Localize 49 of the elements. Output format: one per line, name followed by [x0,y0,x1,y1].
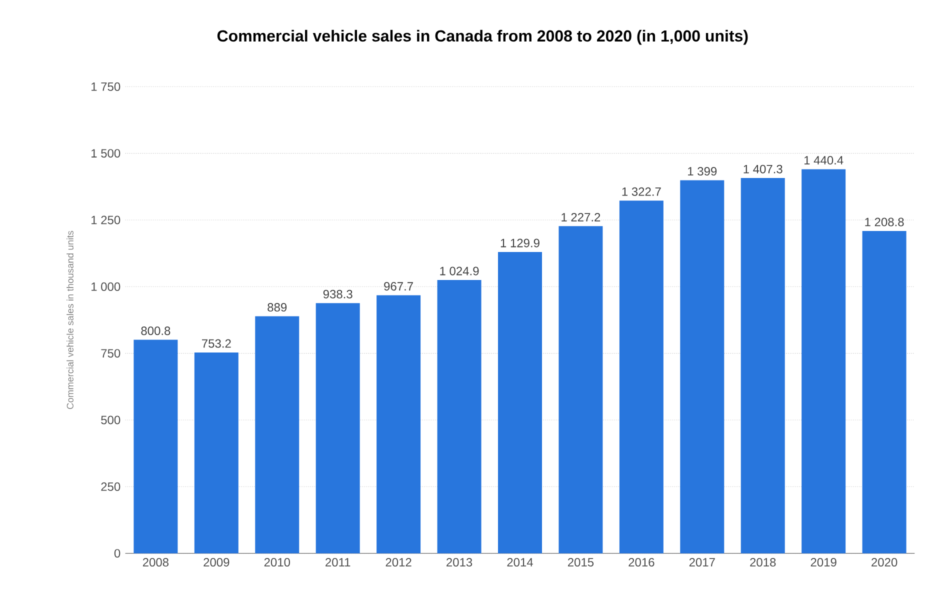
x-tick-label: 2018 [750,558,776,567]
data-label: 1 208.8 [865,218,904,226]
x-tick-label: 2009 [204,558,230,567]
y-tick-label: 750 [101,349,120,358]
bar [802,169,846,554]
data-label: 1 024.9 [440,266,479,276]
data-label: 1 399 [688,167,717,176]
y-tick-label: 1 250 [92,216,120,224]
bar [740,178,785,554]
x-tick-label: 2019 [810,558,836,567]
x-tick-label: 2017 [689,558,715,567]
bar [619,200,664,554]
data-label: 889 [268,303,287,312]
x-tick-label: 2016 [628,558,654,567]
data-label: 1 322.7 [622,187,661,196]
bar [498,252,542,554]
y-tick-label: 500 [101,416,120,424]
x-tick-label: 2010 [264,558,290,567]
y-axis-title: Commercial vehicle sales in thousand units [66,230,74,409]
bar [255,316,300,554]
y-tick-label: 0 [114,549,120,558]
x-tick-label: 2020 [872,558,898,567]
data-label: 800.8 [141,326,170,336]
x-tick-label: 2011 [326,558,350,567]
x-tick-label: 2012 [386,558,412,567]
x-tick-label: 2015 [568,558,594,567]
data-label: 967.7 [384,282,413,291]
y-tick-label: 1 500 [92,149,120,158]
data-label: 1 129.9 [500,238,540,248]
data-label: 1 227.2 [562,212,600,222]
data-label: 1 440.4 [804,156,844,165]
bar [194,352,238,554]
bar [316,303,360,554]
y-tick-label: 250 [101,482,120,491]
y-tick-label: 1 750 [92,82,120,91]
bar [376,295,421,554]
bar [680,180,724,554]
y-tick-label: 1 000 [92,282,120,291]
bar [134,340,178,554]
data-label: 753.2 [202,339,231,348]
x-tick-label: 2013 [446,558,472,567]
x-tick-label: 2014 [507,558,533,567]
data-label: 938.3 [323,290,352,298]
chart-title: Commercial vehicle sales in Canada from 2008 to 2020 (in 1,000 units) [217,30,748,45]
data-label: 1 407.3 [744,164,782,174]
bar [558,226,603,554]
bar [862,230,906,554]
bar [437,280,482,554]
x-tick-label: 2008 [142,558,169,567]
